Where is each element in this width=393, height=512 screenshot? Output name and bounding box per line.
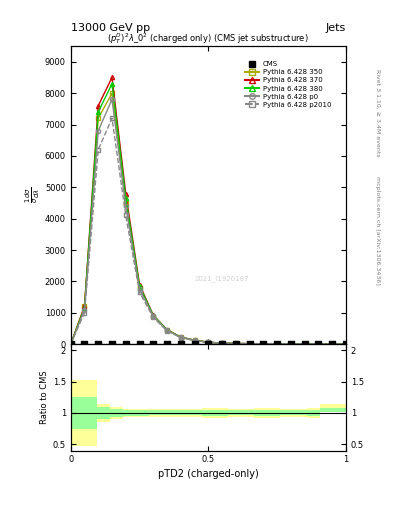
Legend: CMS, Pythia 6.428 350, Pythia 6.428 370, Pythia 6.428 380, Pythia 6.428 p0, Pyth: CMS, Pythia 6.428 350, Pythia 6.428 370,… <box>243 58 334 111</box>
Point <box>205 340 211 348</box>
Point <box>164 340 170 348</box>
Point <box>274 340 280 348</box>
Point <box>95 340 101 348</box>
Point <box>233 340 239 348</box>
Point <box>315 340 321 348</box>
Point <box>123 340 129 348</box>
Point <box>329 340 335 348</box>
Point <box>301 340 308 348</box>
Point <box>288 340 294 348</box>
Text: Rivet 3.1.10, ≥ 3.4M events: Rivet 3.1.10, ≥ 3.4M events <box>375 69 380 157</box>
Text: Jets: Jets <box>325 23 346 33</box>
Point <box>136 340 143 348</box>
Point <box>68 340 74 348</box>
Point <box>260 340 266 348</box>
Text: mcplots.cern.ch [arXiv:1306.3436]: mcplots.cern.ch [arXiv:1306.3436] <box>375 176 380 285</box>
Text: 2021_I1920187: 2021_I1920187 <box>195 275 249 282</box>
Title: $(p_T^D)^2\lambda\_0^2$ (charged only) (CMS jet substructure): $(p_T^D)^2\lambda\_0^2$ (charged only) (… <box>107 31 309 46</box>
Point <box>109 340 115 348</box>
Point <box>343 340 349 348</box>
Y-axis label: Ratio to CMS: Ratio to CMS <box>40 371 49 424</box>
Point <box>81 340 88 348</box>
Text: 13000 GeV pp: 13000 GeV pp <box>71 23 150 33</box>
Point <box>191 340 198 348</box>
Y-axis label: $\frac{1}{\sigma}\frac{d\sigma}{d\lambda}$: $\frac{1}{\sigma}\frac{d\sigma}{d\lambda… <box>24 187 42 203</box>
Point <box>150 340 156 348</box>
Point <box>246 340 253 348</box>
Point <box>219 340 225 348</box>
Point <box>178 340 184 348</box>
X-axis label: pTD2 (charged-only): pTD2 (charged-only) <box>158 468 259 479</box>
